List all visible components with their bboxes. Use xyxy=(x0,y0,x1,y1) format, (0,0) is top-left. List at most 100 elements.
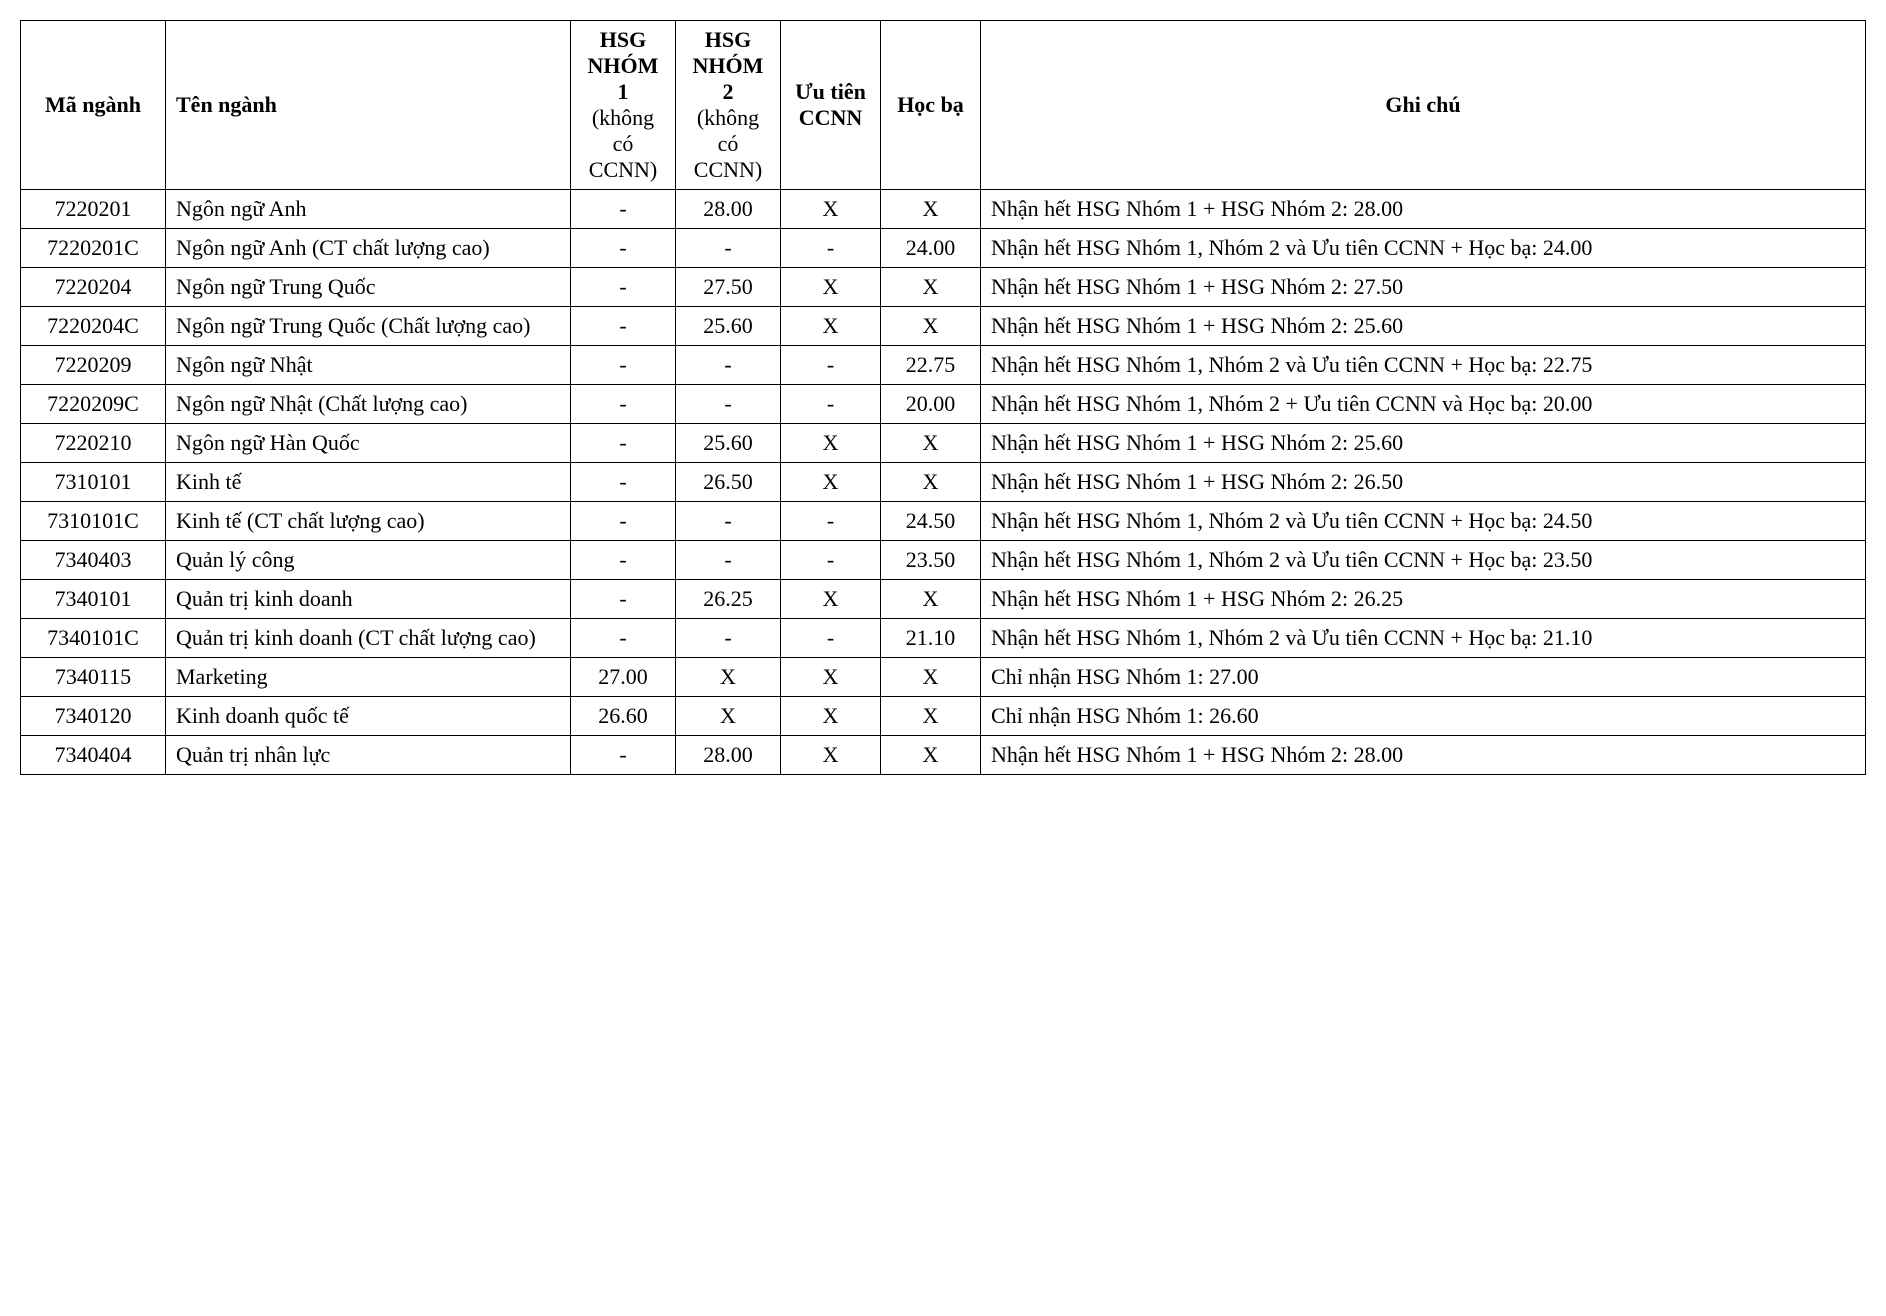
cell-hocba: X xyxy=(881,268,981,307)
cell-ma-nganh: 7220204C xyxy=(21,307,166,346)
cell-hocba: 23.50 xyxy=(881,541,981,580)
cell-ma-nganh: 7340101C xyxy=(21,619,166,658)
cell-uutien: - xyxy=(781,619,881,658)
cell-ghichu: Chỉ nhận HSG Nhóm 1: 27.00 xyxy=(981,658,1866,697)
cell-ghichu: Nhận hết HSG Nhóm 1 + HSG Nhóm 2: 27.50 xyxy=(981,268,1866,307)
cell-hsg1: - xyxy=(571,736,676,775)
cell-hsg1: - xyxy=(571,541,676,580)
table-row: 7340404Quản trị nhân lực-28.00XXNhận hết… xyxy=(21,736,1866,775)
cell-ma-nganh: 7220201 xyxy=(21,190,166,229)
cell-hsg2: 28.00 xyxy=(676,736,781,775)
cell-ten-nganh: Ngôn ngữ Trung Quốc (Chất lượng cao) xyxy=(166,307,571,346)
cell-ten-nganh: Ngôn ngữ Trung Quốc xyxy=(166,268,571,307)
cell-ten-nganh: Quản trị kinh doanh xyxy=(166,580,571,619)
cell-ghichu: Nhận hết HSG Nhóm 1 + HSG Nhóm 2: 26.50 xyxy=(981,463,1866,502)
cell-hsg1: 27.00 xyxy=(571,658,676,697)
table-row: 7340101Quản trị kinh doanh-26.25XXNhận h… xyxy=(21,580,1866,619)
cell-hocba: X xyxy=(881,580,981,619)
cell-ten-nganh: Marketing xyxy=(166,658,571,697)
cell-ma-nganh: 7310101C xyxy=(21,502,166,541)
cell-ten-nganh: Ngôn ngữ Anh xyxy=(166,190,571,229)
header-hsg2-sub: (không có CCNN) xyxy=(694,105,762,182)
cell-hsg1: - xyxy=(571,268,676,307)
cell-ma-nganh: 7220210 xyxy=(21,424,166,463)
cell-hocba: 22.75 xyxy=(881,346,981,385)
cell-ten-nganh: Quản trị kinh doanh (CT chất lượng cao) xyxy=(166,619,571,658)
cell-ten-nganh: Ngôn ngữ Hàn Quốc xyxy=(166,424,571,463)
cell-ghichu: Nhận hết HSG Nhóm 1 + HSG Nhóm 2: 25.60 xyxy=(981,307,1866,346)
cell-ten-nganh: Ngôn ngữ Anh (CT chất lượng cao) xyxy=(166,229,571,268)
header-ma-nganh: Mã ngành xyxy=(21,21,166,190)
cell-hsg1: - xyxy=(571,463,676,502)
cell-uutien: X xyxy=(781,190,881,229)
table-header: Mã ngành Tên ngành HSG NHÓM 1 (không có … xyxy=(21,21,1866,190)
table-row: 7220204CNgôn ngữ Trung Quốc (Chất lượng … xyxy=(21,307,1866,346)
cell-hsg1: - xyxy=(571,346,676,385)
cell-hsg2: - xyxy=(676,229,781,268)
cell-hsg1: - xyxy=(571,190,676,229)
cell-hsg1: - xyxy=(571,580,676,619)
cell-uutien: X xyxy=(781,736,881,775)
cell-hsg2: 25.60 xyxy=(676,307,781,346)
cell-ten-nganh: Kinh doanh quốc tế xyxy=(166,697,571,736)
cell-hocba: 21.10 xyxy=(881,619,981,658)
cell-ma-nganh: 7340120 xyxy=(21,697,166,736)
header-ghichu: Ghi chú xyxy=(981,21,1866,190)
cell-uutien: X xyxy=(781,658,881,697)
cell-hsg2: 25.60 xyxy=(676,424,781,463)
cell-hsg2: 26.50 xyxy=(676,463,781,502)
cell-hsg2: - xyxy=(676,541,781,580)
cell-ghichu: Nhận hết HSG Nhóm 1, Nhóm 2 + Ưu tiên CC… xyxy=(981,385,1866,424)
cell-hsg2: 27.50 xyxy=(676,268,781,307)
cell-hocba: 24.50 xyxy=(881,502,981,541)
cell-ten-nganh: Ngôn ngữ Nhật xyxy=(166,346,571,385)
cell-hsg1: - xyxy=(571,307,676,346)
cell-hocba: 20.00 xyxy=(881,385,981,424)
table-row: 7220201Ngôn ngữ Anh-28.00XXNhận hết HSG … xyxy=(21,190,1866,229)
cell-ma-nganh: 7310101 xyxy=(21,463,166,502)
header-hocba: Học bạ xyxy=(881,21,981,190)
cell-ghichu: Nhận hết HSG Nhóm 1, Nhóm 2 và Ưu tiên C… xyxy=(981,502,1866,541)
cell-hsg1: - xyxy=(571,424,676,463)
cell-ten-nganh: Quản trị nhân lực xyxy=(166,736,571,775)
cell-hsg2: 26.25 xyxy=(676,580,781,619)
cell-hocba: X xyxy=(881,307,981,346)
cell-hsg2: - xyxy=(676,619,781,658)
cell-ten-nganh: Quản lý công xyxy=(166,541,571,580)
cell-ma-nganh: 7220204 xyxy=(21,268,166,307)
cell-uutien: X xyxy=(781,268,881,307)
cell-uutien: X xyxy=(781,307,881,346)
cell-hsg1: 26.60 xyxy=(571,697,676,736)
header-hsg1-sub: (không có CCNN) xyxy=(589,105,657,182)
cell-hocba: X xyxy=(881,736,981,775)
header-hsg1: HSG NHÓM 1 (không có CCNN) xyxy=(571,21,676,190)
cell-hsg2: 28.00 xyxy=(676,190,781,229)
table-row: 7340101CQuản trị kinh doanh (CT chất lượ… xyxy=(21,619,1866,658)
cell-hocba: X xyxy=(881,424,981,463)
header-hsg2: HSG NHÓM 2 (không có CCNN) xyxy=(676,21,781,190)
cell-hocba: X xyxy=(881,658,981,697)
table-body: 7220201Ngôn ngữ Anh-28.00XXNhận hết HSG … xyxy=(21,190,1866,775)
cell-ten-nganh: Kinh tế xyxy=(166,463,571,502)
cell-uutien: - xyxy=(781,502,881,541)
cell-uutien: X xyxy=(781,424,881,463)
cell-hocba: X xyxy=(881,190,981,229)
cell-ma-nganh: 7340403 xyxy=(21,541,166,580)
table-row: 7220204Ngôn ngữ Trung Quốc-27.50XXNhận h… xyxy=(21,268,1866,307)
cell-hsg1: - xyxy=(571,385,676,424)
header-hsg1-main: HSG NHÓM 1 xyxy=(588,27,659,104)
cell-hsg2: - xyxy=(676,385,781,424)
cell-ma-nganh: 7340115 xyxy=(21,658,166,697)
cell-uutien: - xyxy=(781,541,881,580)
cell-hsg2: X xyxy=(676,658,781,697)
cell-uutien: X xyxy=(781,580,881,619)
table-row: 7220210Ngôn ngữ Hàn Quốc-25.60XXNhận hết… xyxy=(21,424,1866,463)
cell-hsg1: - xyxy=(571,502,676,541)
header-hsg2-main: HSG NHÓM 2 xyxy=(693,27,764,104)
table-row: 7310101Kinh tế-26.50XXNhận hết HSG Nhóm … xyxy=(21,463,1866,502)
cell-uutien: X xyxy=(781,697,881,736)
cell-ghichu: Nhận hết HSG Nhóm 1, Nhóm 2 và Ưu tiên C… xyxy=(981,229,1866,268)
cell-hsg2: - xyxy=(676,346,781,385)
cell-ma-nganh: 7340404 xyxy=(21,736,166,775)
cell-ghichu: Nhận hết HSG Nhóm 1 + HSG Nhóm 2: 28.00 xyxy=(981,736,1866,775)
